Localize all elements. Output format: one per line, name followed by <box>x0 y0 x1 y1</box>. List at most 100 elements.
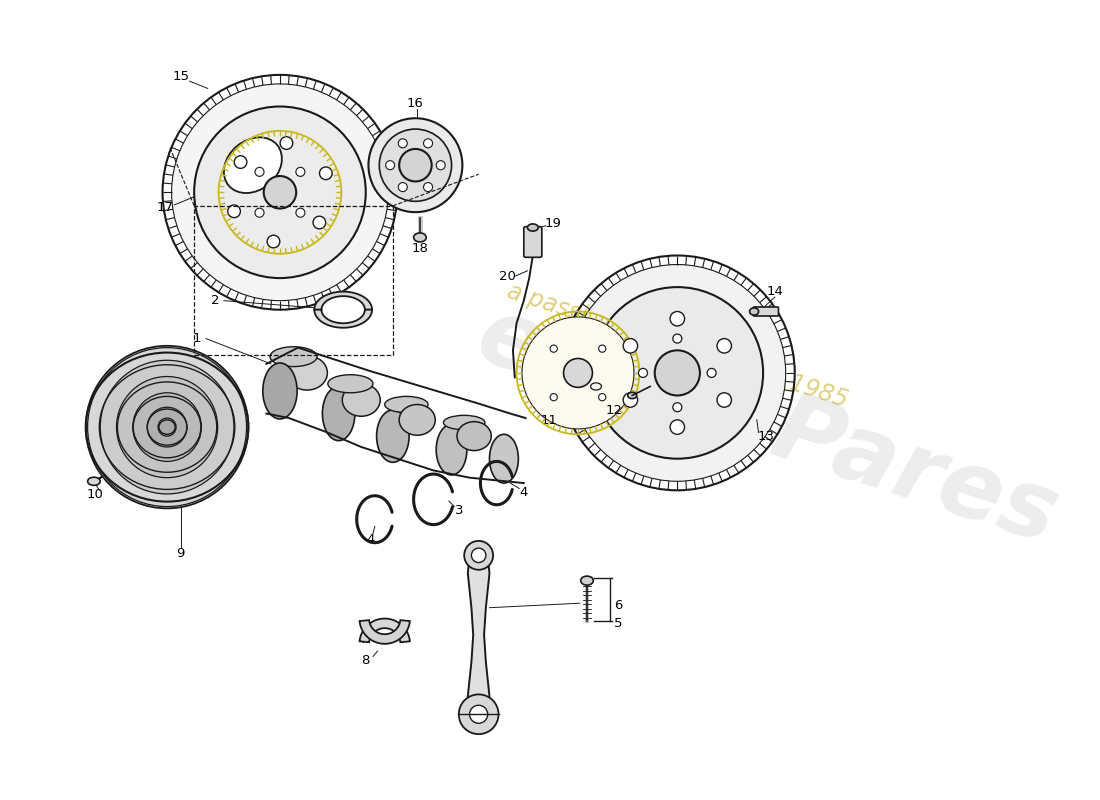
Ellipse shape <box>456 422 492 450</box>
Text: 3: 3 <box>454 504 463 517</box>
Circle shape <box>255 208 264 218</box>
Ellipse shape <box>527 224 538 231</box>
Ellipse shape <box>437 424 466 475</box>
Text: 8: 8 <box>362 654 370 666</box>
Ellipse shape <box>86 346 249 508</box>
Circle shape <box>264 176 296 209</box>
Text: 1: 1 <box>192 332 201 345</box>
Circle shape <box>472 548 486 562</box>
Circle shape <box>296 167 305 176</box>
Ellipse shape <box>224 138 282 193</box>
Text: 9: 9 <box>176 547 185 560</box>
Ellipse shape <box>443 415 485 430</box>
Text: 4: 4 <box>366 534 374 546</box>
Ellipse shape <box>385 396 428 413</box>
Circle shape <box>158 418 176 436</box>
Text: euroSPares: euroSPares <box>465 290 1069 564</box>
Circle shape <box>437 161 446 170</box>
Ellipse shape <box>328 374 373 393</box>
Text: 4: 4 <box>519 486 528 498</box>
Text: 6: 6 <box>615 599 623 613</box>
Polygon shape <box>468 555 490 714</box>
Ellipse shape <box>287 356 328 390</box>
Circle shape <box>464 541 493 570</box>
Text: 19: 19 <box>544 218 561 230</box>
Ellipse shape <box>270 346 317 366</box>
Text: 7: 7 <box>360 633 368 646</box>
Circle shape <box>368 118 462 212</box>
Circle shape <box>88 348 246 506</box>
Circle shape <box>319 167 332 180</box>
Circle shape <box>673 334 682 343</box>
Circle shape <box>550 345 558 352</box>
Circle shape <box>592 287 763 458</box>
Polygon shape <box>315 292 372 310</box>
Circle shape <box>470 706 487 723</box>
Circle shape <box>267 235 279 248</box>
FancyBboxPatch shape <box>754 307 779 316</box>
Text: 13: 13 <box>757 430 774 442</box>
Ellipse shape <box>414 233 427 242</box>
Circle shape <box>386 161 395 170</box>
Text: 5: 5 <box>615 618 623 630</box>
Circle shape <box>707 368 716 378</box>
Circle shape <box>424 138 432 148</box>
Circle shape <box>624 393 638 407</box>
Text: 17: 17 <box>157 201 174 214</box>
Ellipse shape <box>581 576 593 585</box>
Circle shape <box>117 377 218 478</box>
Ellipse shape <box>399 405 436 435</box>
Polygon shape <box>360 618 410 642</box>
Circle shape <box>717 393 732 407</box>
Circle shape <box>100 360 234 494</box>
Circle shape <box>296 208 305 218</box>
Circle shape <box>459 694 498 734</box>
Circle shape <box>280 137 293 150</box>
Circle shape <box>717 338 732 353</box>
Bar <box>195 206 393 355</box>
Circle shape <box>398 138 407 148</box>
Circle shape <box>255 167 264 176</box>
Circle shape <box>195 106 366 278</box>
Circle shape <box>550 394 558 401</box>
Circle shape <box>522 317 634 429</box>
Circle shape <box>598 345 606 352</box>
Circle shape <box>172 84 388 301</box>
Circle shape <box>670 311 684 326</box>
Ellipse shape <box>490 434 518 483</box>
Ellipse shape <box>628 392 637 398</box>
Circle shape <box>379 129 451 202</box>
Text: 10: 10 <box>87 488 103 502</box>
Circle shape <box>624 338 638 353</box>
Ellipse shape <box>749 308 759 315</box>
FancyBboxPatch shape <box>524 226 542 258</box>
Circle shape <box>654 350 700 395</box>
Circle shape <box>314 216 326 229</box>
Circle shape <box>569 265 785 482</box>
Text: a passion for parts since 1985: a passion for parts since 1985 <box>504 279 850 412</box>
Circle shape <box>673 402 682 412</box>
Circle shape <box>133 393 201 462</box>
Text: 20: 20 <box>499 270 516 282</box>
Text: 2: 2 <box>211 294 219 307</box>
Circle shape <box>598 394 606 401</box>
Circle shape <box>398 182 407 192</box>
Text: 18: 18 <box>411 242 428 254</box>
Circle shape <box>228 205 241 218</box>
Text: 14: 14 <box>767 285 783 298</box>
Ellipse shape <box>376 410 409 462</box>
Ellipse shape <box>263 363 297 419</box>
Ellipse shape <box>322 386 355 441</box>
Polygon shape <box>315 310 372 328</box>
Text: 15: 15 <box>172 70 189 83</box>
Polygon shape <box>360 620 410 644</box>
Circle shape <box>147 407 187 447</box>
Circle shape <box>234 156 246 168</box>
Ellipse shape <box>88 478 100 486</box>
Ellipse shape <box>342 384 381 416</box>
Text: 11: 11 <box>540 414 558 427</box>
Text: 16: 16 <box>407 98 424 110</box>
Circle shape <box>638 368 648 378</box>
Circle shape <box>424 182 432 192</box>
Text: 12: 12 <box>606 404 623 418</box>
